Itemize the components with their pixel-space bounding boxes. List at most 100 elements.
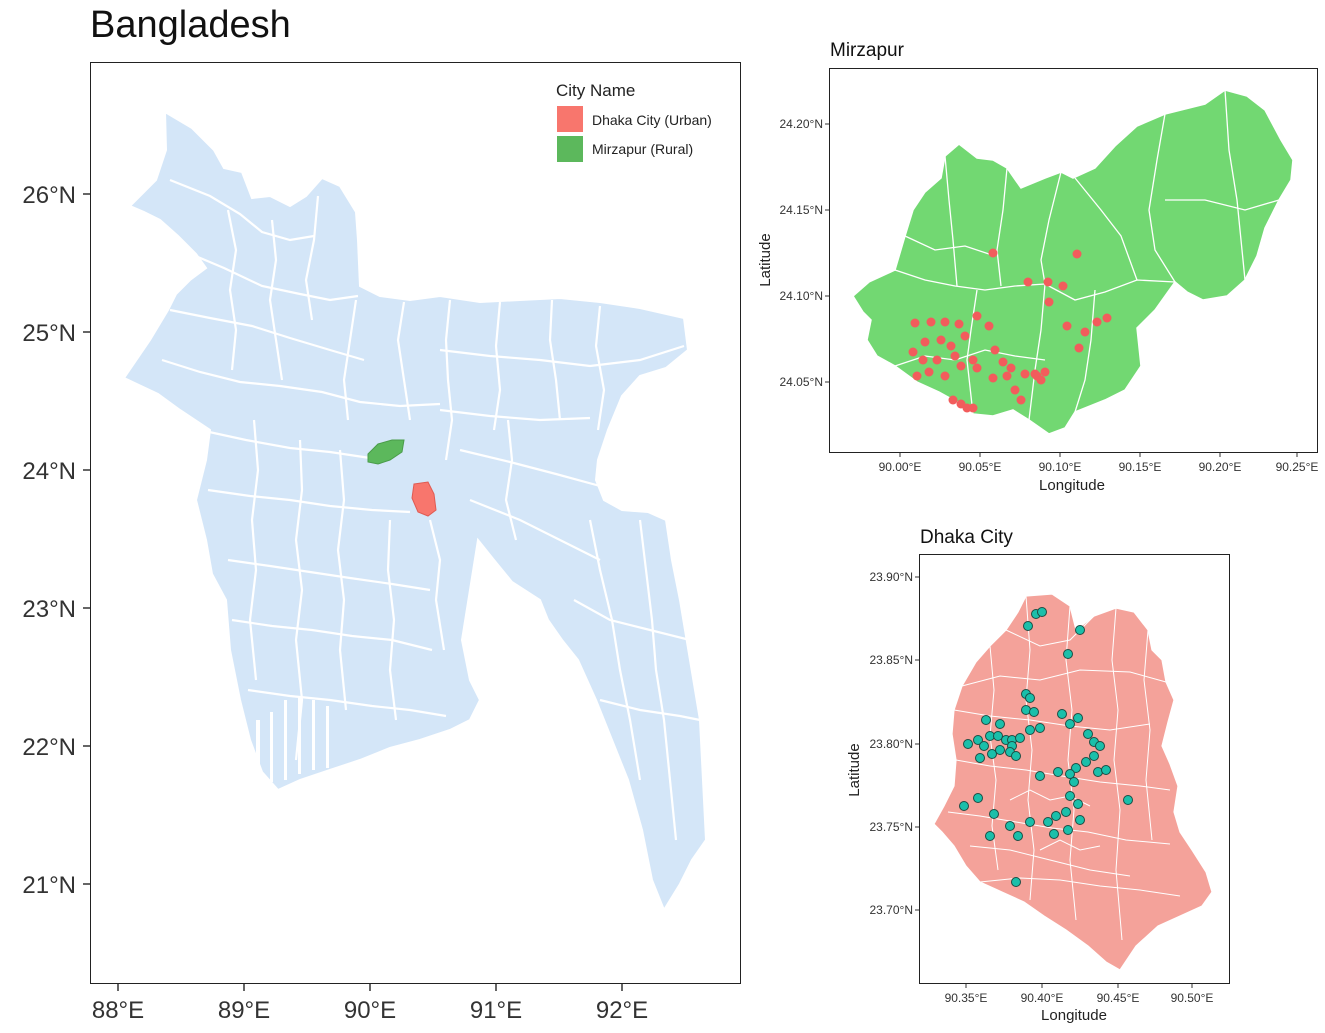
main-xtick: 90°E: [344, 997, 396, 1024]
dhaka-sample-point: [1025, 725, 1035, 735]
dhaka-ytick: 23.70°N: [870, 903, 914, 917]
mirz-xtick: 90.10°E: [1039, 460, 1082, 474]
dhaka-ylabel: Latitude: [846, 743, 863, 796]
mirz-ytick: 24.10°N: [780, 289, 824, 303]
mirzapur-sample-point: [1044, 297, 1054, 307]
dhaka-sample-point: [1015, 733, 1025, 743]
mirz-xlabel: Longitude: [1039, 477, 1105, 494]
dhaka-sample-point: [1005, 821, 1015, 831]
mirzapur-sample-point: [946, 341, 956, 351]
main-xtick: 89°E: [218, 997, 270, 1024]
mirzapur-sample-point: [972, 311, 982, 321]
dhaka-sample-point: [1023, 621, 1033, 631]
dhaka-sample-point: [1035, 723, 1045, 733]
dhaka-sample-point: [989, 809, 999, 819]
dhaka-sample-point: [1063, 825, 1073, 835]
mirzapur-sample-point: [1080, 327, 1090, 337]
dhaka-sample-point: [1049, 829, 1059, 839]
mirzapur-sample-point: [948, 395, 958, 405]
mirzapur-title: Mirzapur: [830, 40, 904, 61]
dhaka-sample-point: [1071, 763, 1081, 773]
mirzapur-highlight: [367, 439, 405, 465]
dhaka-sample-point: [959, 801, 969, 811]
mirzapur-sample-point: [950, 351, 960, 361]
dhaka-xlabel: Longitude: [1041, 1007, 1107, 1024]
mirzapur-sample-point: [908, 347, 918, 357]
mirzapur-sample-point: [1023, 277, 1033, 287]
main-map-svg: 26°N 25°N 24°N 23°N 22°N 21°N 88°E 89°E …: [22, 81, 711, 1024]
dhaka-sample-point: [1123, 795, 1133, 805]
legend-swatch-dhaka: [557, 106, 583, 132]
mirzapur-sample-point: [954, 319, 964, 329]
dhaka-points: [959, 607, 1133, 887]
bangladesh-land: [122, 110, 708, 913]
dhaka-sample-point: [1069, 777, 1079, 787]
mirzapur-sample-point: [984, 321, 994, 331]
dhaka-title: Dhaka City: [920, 527, 1013, 548]
dhaka-sample-point: [1035, 771, 1045, 781]
mirzapur-sample-point: [910, 318, 920, 328]
dhaka-sample-point: [987, 749, 997, 759]
mirzapur-sample-point: [960, 331, 970, 341]
dhaka-sample-point: [1037, 607, 1047, 617]
mirzapur-sample-point: [988, 373, 998, 383]
dhaka-xtick: 90.45°E: [1097, 991, 1140, 1005]
mirzapur-sample-point: [956, 361, 966, 371]
mirzapur-sample-point: [990, 345, 1000, 355]
main-ytick: 24°N: [22, 458, 76, 485]
dhaka-sample-point: [963, 739, 973, 749]
mirzapur-sample-point: [920, 337, 930, 347]
district-borders: [161, 178, 701, 841]
mirzapur-sample-point: [940, 371, 950, 381]
dhaka-sample-point: [1029, 707, 1039, 717]
dhaka-sample-point: [1075, 625, 1085, 635]
mirzapur-sample-point: [918, 355, 928, 365]
dhaka-xtick: 90.50°E: [1171, 991, 1214, 1005]
mirz-ytick: 24.20°N: [780, 117, 824, 131]
dhaka-sample-point: [979, 741, 989, 751]
mirzapur-sample-point: [932, 355, 942, 365]
mirz-xtick: 90.15°E: [1119, 460, 1162, 474]
mirz-xtick: 90.25°E: [1276, 460, 1319, 474]
mirzapur-sample-point: [988, 248, 998, 258]
mirzapur-sample-point: [1030, 369, 1040, 379]
mirzapur-sample-point: [1058, 281, 1068, 291]
main-xtick: 88°E: [92, 997, 144, 1024]
mirzapur-sample-point: [998, 357, 1008, 367]
mirz-xtick: 90.00°E: [879, 460, 922, 474]
mirzapur-sample-point: [1102, 313, 1112, 323]
dhaka-sample-point: [1011, 751, 1021, 761]
dhaka-sample-point: [995, 745, 1005, 755]
dhaka-sample-point: [995, 719, 1005, 729]
main-ytick: 22°N: [22, 734, 76, 761]
dhaka-sample-point: [1061, 807, 1071, 817]
dhaka-sample-point: [1073, 799, 1083, 809]
dhaka-sample-point: [1011, 877, 1021, 887]
dhaka-sample-point: [1095, 741, 1105, 751]
dhaka-sample-point: [981, 715, 991, 725]
mirz-xtick: 90.20°E: [1199, 460, 1242, 474]
dhaka-ytick: 23.80°N: [870, 737, 914, 751]
mirz-ylabel: Latitude: [757, 233, 774, 286]
main-ytick: 26°N: [22, 182, 76, 209]
dhaka-sample-point: [1083, 729, 1093, 739]
mirz-ytick: 24.05°N: [780, 375, 824, 389]
mirzapur-sample-point: [968, 355, 978, 365]
dhaka-sample-point: [973, 793, 983, 803]
mirzapur-sample-point: [1072, 249, 1082, 259]
mirz-xtick: 90.05°E: [959, 460, 1002, 474]
mirzapur-sample-point: [1006, 363, 1016, 373]
mirzapur-region: [852, 89, 1294, 435]
dhaka-sample-point: [1101, 765, 1111, 775]
mirzapur-sample-point: [1040, 367, 1050, 377]
mirzapur-sample-point: [1016, 395, 1026, 405]
dhaka-svg: 23.90°N 23.85°N 23.80°N 23.75°N 23.70°N …: [846, 570, 1214, 1024]
mirzapur-sample-point: [1002, 371, 1012, 381]
mirzapur-boundaries: [894, 89, 1280, 421]
dhaka-sample-point: [1013, 831, 1023, 841]
dhaka-sample-point: [1073, 713, 1083, 723]
dhaka-ytick: 23.85°N: [870, 653, 914, 667]
dhaka-sample-point: [1043, 817, 1053, 827]
mirzapur-sample-point: [1010, 385, 1020, 395]
sundarbans-gaps: [256, 696, 329, 782]
